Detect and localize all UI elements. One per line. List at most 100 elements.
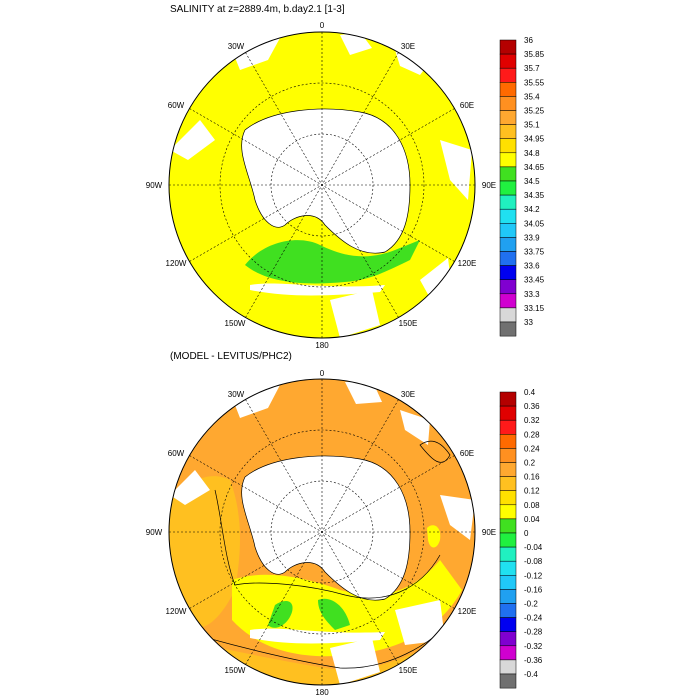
colorbar-swatch (499, 434, 517, 449)
colorbar-swatch (499, 96, 517, 111)
colorbar-swatch (499, 673, 517, 689)
map-border (168, 378, 476, 686)
colorbar-swatch (499, 251, 517, 266)
colorbar-swatch (499, 575, 517, 590)
lon-label-60w: 60W (168, 449, 185, 458)
colorbar-swatch (499, 645, 517, 661)
colorbar-label: 0.08 (524, 501, 540, 510)
missing-patch (170, 120, 215, 160)
lon-label-0: 0 (320, 21, 325, 30)
missing-patch (330, 290, 380, 338)
graticule (169, 32, 475, 338)
colorbar-label: 33.6 (524, 262, 540, 271)
lon-label-30e: 30E (401, 390, 415, 399)
panel-difference: (MODEL - LEVITUS/PHC2) (146, 351, 543, 697)
colorbar-swatch (499, 462, 517, 477)
colorbar-swatch (499, 265, 517, 280)
lon-label-0: 0 (320, 369, 325, 378)
lon-label-60w: 60W (168, 101, 185, 110)
colorbar-label: 0.4 (524, 388, 536, 397)
colorbar-swatch (499, 631, 517, 647)
colorbar-label: 34.8 (524, 149, 540, 158)
lon-label-30e: 30E (401, 42, 415, 51)
lon-label-30w: 30W (228, 42, 245, 51)
colorbar-label: 34.05 (524, 219, 545, 228)
missing-patch (440, 140, 472, 200)
colorbar-swatch (499, 237, 517, 252)
colorbar-label: 33.75 (524, 248, 545, 257)
colorbar-swatch (499, 279, 517, 295)
colorbar-label: -0.32 (524, 642, 543, 651)
lon-label-30w: 30W (228, 390, 245, 399)
colorbar-label: 33.9 (524, 233, 540, 242)
lon-label-150e: 150E (399, 319, 418, 328)
colorbar-swatch (499, 405, 517, 421)
lon-label-150w: 150W (225, 666, 246, 675)
lon-label-90e: 90E (482, 181, 496, 190)
colorbar-label: -0.2 (524, 600, 538, 609)
colorbar-swatch (499, 490, 517, 506)
colorbar-label: -0.08 (524, 557, 543, 566)
colorbar-label: -0.36 (524, 656, 543, 665)
lon-label-60e: 60E (460, 449, 474, 458)
colorbar-label: 34.95 (524, 135, 545, 144)
colorbar-swatch (499, 208, 517, 224)
colorbar-swatch (499, 518, 517, 534)
missing-patch (400, 410, 430, 445)
colorbar-label: 33.15 (524, 304, 545, 313)
colorbar-label: -0.12 (524, 571, 543, 580)
colorbar-salinity: 36 35.85 35.7 35.55 35.4 35.25 35.1 34.95 34.8 34… (499, 36, 545, 337)
graticule (169, 379, 475, 685)
colorbar-swatch (499, 603, 517, 618)
colorbar-swatch (499, 476, 517, 491)
colorbar-swatch (499, 419, 517, 435)
colorbar-swatch (499, 194, 517, 210)
colorbar-label: 35.1 (524, 121, 540, 130)
colorbar-label: -0.04 (524, 543, 543, 552)
colorbar-label: 0.24 (524, 444, 540, 453)
colorbar-label: 0.16 (524, 473, 540, 482)
colorbar-label: 35.55 (524, 78, 545, 87)
colorbar-swatch (499, 307, 517, 323)
colorbar-swatch (499, 546, 517, 562)
lon-label-90w: 90W (146, 528, 163, 537)
ice-shelf-gap (250, 283, 385, 296)
lon-label-150w: 150W (225, 319, 246, 328)
colorbar-label: 0.32 (524, 416, 540, 425)
lon-label-90e: 90E (482, 528, 496, 537)
antarctica-coastline (241, 108, 411, 254)
ice-shelf-gap (250, 628, 385, 644)
lon-label-150e: 150E (399, 666, 418, 675)
colorbar-swatch (499, 391, 517, 407)
colorbar-label: 0.2 (524, 459, 536, 468)
lon-label-60e: 60E (460, 101, 474, 110)
salinity-field-green (245, 240, 420, 284)
map-field (169, 32, 475, 338)
difference-field-yellow (427, 525, 441, 548)
lon-label-120w: 120W (166, 607, 187, 616)
colorbar-swatch (499, 152, 517, 168)
colorbar-label: -0.4 (524, 670, 538, 679)
colorbar-label: 35.7 (524, 64, 540, 73)
longitude-labels: 0 30E 60E 90E 120E 150E 180 150W 120W 90… (146, 369, 496, 697)
colorbar-label: -0.16 (524, 585, 543, 594)
panel-salinity: SALINITY at z=2889.4m, b.day2.1 [1-3] (146, 4, 545, 350)
colorbar-label: 33.45 (524, 276, 545, 285)
colorbar-swatch (499, 124, 517, 139)
colorbar-swatch (499, 659, 517, 675)
colorbar-label: 35.85 (524, 50, 545, 59)
colorbar-swatch (499, 589, 517, 604)
lon-label-120e: 120E (458, 607, 477, 616)
colorbar-label: 34.5 (524, 177, 540, 186)
colorbar-label: 0.36 (524, 402, 540, 411)
colorbar-label: 0 (524, 529, 529, 538)
colorbar-swatch (499, 293, 517, 309)
map-field (169, 379, 475, 685)
missing-patch (440, 495, 475, 540)
missing-patch (395, 600, 445, 645)
missing-patch (170, 470, 210, 505)
colorbar-label: 34.35 (524, 191, 545, 200)
colorbar-label: 33 (524, 318, 533, 327)
colorbar-difference: 0.4 0.36 0.32 0.28 0.24 0.2 0.16 0.12 0.08 0.04 0 -… (499, 388, 543, 689)
